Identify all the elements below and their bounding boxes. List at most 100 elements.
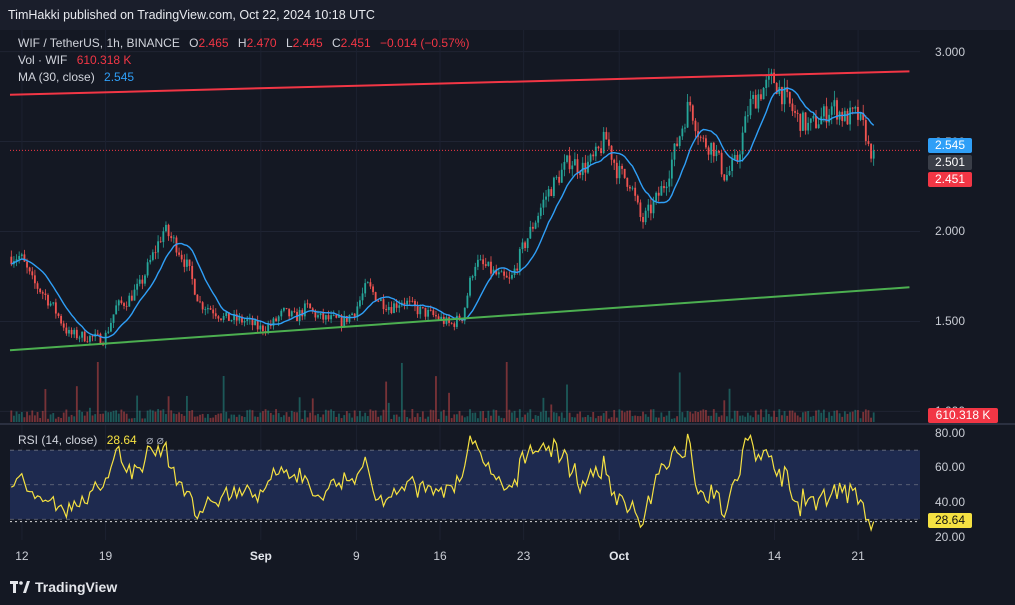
candle-body <box>503 271 506 276</box>
volume-bar <box>86 411 89 422</box>
candle-body <box>712 142 715 157</box>
candle-body <box>41 292 44 294</box>
candle-body <box>186 259 188 267</box>
volume-bar <box>589 416 592 422</box>
volume-bar <box>351 417 353 422</box>
candle-body <box>212 309 215 314</box>
volume-bar <box>235 416 238 422</box>
volume-bar <box>52 413 55 422</box>
volume-bar <box>230 414 233 422</box>
candle-body <box>262 325 264 332</box>
volume-bar <box>762 417 765 422</box>
volume-bar <box>225 411 228 422</box>
volume-bar <box>799 417 802 422</box>
candle-body <box>744 116 747 133</box>
support-trendline[interactable] <box>9 286 910 352</box>
volume-bar <box>699 410 702 422</box>
volume-bar <box>610 417 613 422</box>
volume-bar <box>673 418 676 422</box>
candle-body <box>678 136 681 146</box>
candle-body <box>259 325 262 330</box>
volume-bar <box>91 415 94 422</box>
candle-body <box>479 259 482 261</box>
volume-bar <box>395 414 398 422</box>
volume-bar <box>864 409 867 422</box>
candle-body <box>705 138 707 148</box>
volume-bar <box>508 409 511 422</box>
resistance-trendline[interactable] <box>9 70 910 96</box>
tradingview-brand[interactable]: TradingView <box>10 579 117 595</box>
volume-bar <box>296 412 298 422</box>
volume-bar <box>387 402 390 422</box>
volume-bar <box>374 410 377 422</box>
candle-body <box>288 308 291 317</box>
volume-bar <box>539 411 542 422</box>
volume-bar <box>657 417 660 422</box>
candle-body <box>86 341 89 343</box>
volume-bar <box>206 414 209 422</box>
candle-body <box>579 172 582 175</box>
candle-body <box>437 316 440 320</box>
volume-bar <box>39 418 42 422</box>
volume-bar <box>568 412 571 422</box>
candle-body <box>180 254 183 260</box>
candle-body <box>206 308 209 310</box>
volume-bar <box>608 418 610 422</box>
candle-body <box>277 316 280 322</box>
candle-body <box>107 331 110 333</box>
volume-bar <box>154 411 157 422</box>
ma-line <box>10 87 875 339</box>
candle-body <box>136 283 139 290</box>
candle-body <box>770 72 773 75</box>
volume-bar <box>825 417 828 422</box>
volume-bar <box>330 409 333 422</box>
volume-bar <box>275 409 277 422</box>
candle-body <box>775 83 778 94</box>
volume-bar <box>49 414 52 422</box>
candle-body <box>332 315 335 316</box>
candle-body <box>686 101 689 128</box>
volume-bar <box>770 416 773 422</box>
volume-badge: 610.318 K <box>928 408 998 423</box>
volume-bar <box>10 410 13 422</box>
volume-bar <box>555 412 558 422</box>
volume-bar <box>636 416 639 422</box>
volume-bar <box>248 409 251 422</box>
volume-bar <box>400 362 403 422</box>
volume-bar <box>298 397 301 422</box>
volume-bar <box>846 413 849 422</box>
volume-bar <box>820 412 823 422</box>
volume-bar <box>537 415 540 422</box>
volume-bar <box>280 417 283 422</box>
candle-body <box>172 237 175 239</box>
candle-body <box>720 152 723 175</box>
candle-body <box>115 305 118 315</box>
candle-body <box>416 306 419 315</box>
candle-body <box>123 303 125 306</box>
candle-body <box>628 186 631 189</box>
volume-bar <box>172 413 175 422</box>
candle-body <box>508 277 511 279</box>
candle-body <box>62 323 65 328</box>
volume-bar <box>309 412 312 422</box>
volume-bar <box>566 384 568 422</box>
volume-bar <box>469 409 471 422</box>
candle-body <box>801 112 804 131</box>
volume-bar <box>710 415 713 422</box>
candle-body <box>322 313 325 320</box>
volume-bar <box>183 415 186 422</box>
candle-body <box>584 162 587 173</box>
candle-body <box>39 288 42 293</box>
candle-body <box>338 315 340 318</box>
publish-info: TimHakki published on TradingView.com, O… <box>8 8 375 22</box>
volume-bar <box>151 410 154 422</box>
candle-body <box>521 242 524 250</box>
candle-body <box>547 189 550 197</box>
candle-body <box>193 279 196 295</box>
candle-body <box>804 112 807 131</box>
chart-canvas[interactable] <box>0 30 1015 570</box>
volume-bar <box>406 417 409 422</box>
volume-bar <box>379 415 382 422</box>
candle-body <box>178 252 180 255</box>
time-tick-label: 9 <box>353 549 360 563</box>
